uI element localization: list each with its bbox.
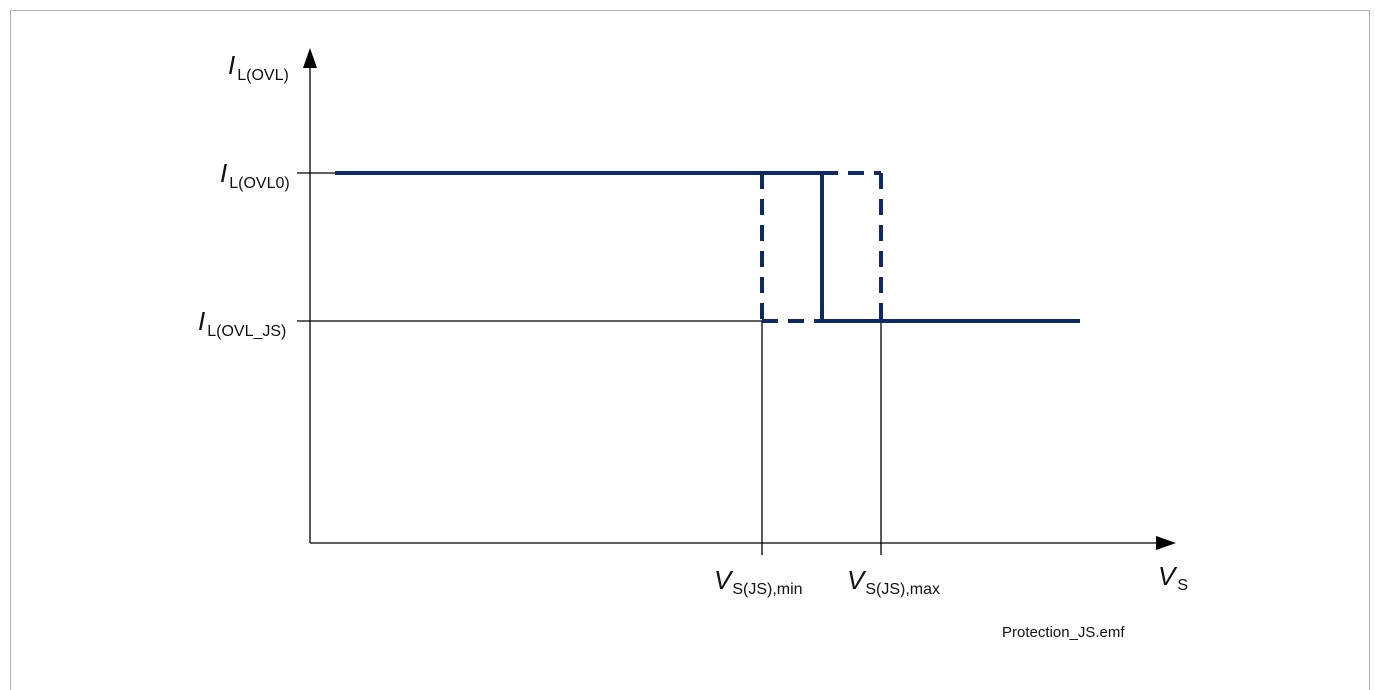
level-label-ovl-js: I L(OVL_JS) [198,306,286,340]
protection-curve-nominal [335,171,1080,323]
threshold-label-vs-max: VS(JS),max [847,565,940,598]
figure-frame [10,10,1370,690]
level-label-ovl0: I L(OVL0) [220,158,290,192]
threshold-label-vs-min: VS(JS),min [714,565,803,598]
figure-filename: Protection_JS.emf [1002,624,1125,641]
y-axis-label: I L(OVL) [228,50,289,84]
protection-diagram: I L(OVL) I L(OVL0) I L(OVL_JS) VS(JS),min V… [198,48,1188,641]
y-axis-arrow [303,48,317,68]
x-axis-arrow [1156,536,1176,550]
